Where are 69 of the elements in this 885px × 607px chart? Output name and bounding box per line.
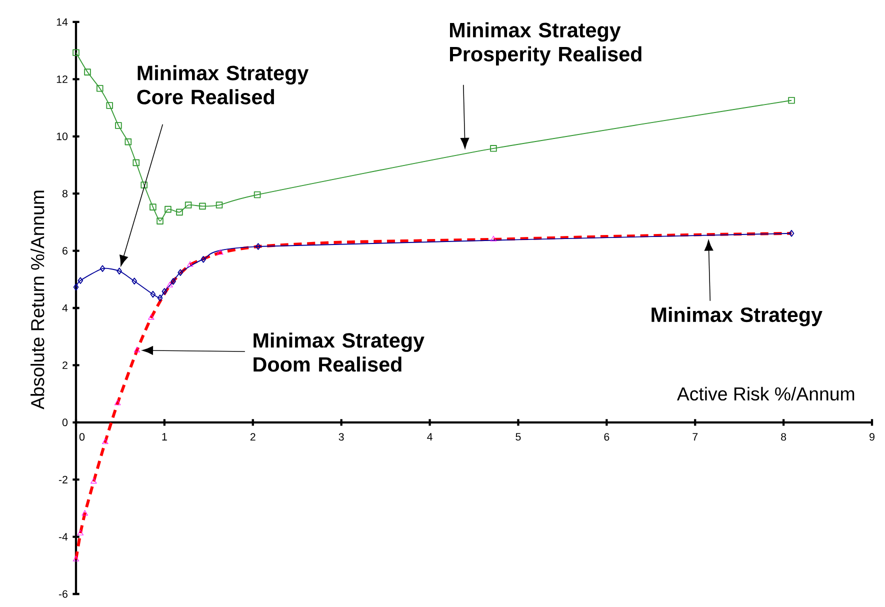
point: [176, 208, 183, 216]
point: [200, 256, 206, 263]
point: [132, 159, 140, 166]
x-tick-label: 3: [338, 433, 344, 441]
x-tick-label: 2: [250, 433, 256, 441]
x-tick-label: 7: [692, 433, 698, 440]
point: [100, 265, 106, 272]
x-tick-label: 5: [516, 433, 521, 441]
point: [166, 282, 173, 288]
point: [102, 438, 108, 444]
x-tick-label: 0: [79, 433, 85, 441]
annotation: Minimax Strategy Prosperity Realised: [450, 22, 642, 66]
point: [78, 277, 84, 284]
x-tick-label: 4: [427, 433, 432, 440]
y-tick-label: 10: [56, 132, 68, 140]
x-tick-label: 1: [162, 433, 167, 440]
point: [199, 202, 206, 210]
y-tick-label: 4: [62, 304, 68, 312]
point: [184, 202, 192, 208]
point: [134, 346, 140, 352]
point: [77, 530, 84, 536]
x-axis-title: Active Risk %/Annum: [676, 386, 854, 401]
point: [256, 243, 261, 250]
point: [156, 218, 164, 224]
point: [90, 478, 97, 484]
y-tick-label: 14: [56, 18, 68, 26]
point: [170, 278, 176, 285]
point: [115, 122, 122, 129]
y-tick-label: 2: [62, 361, 68, 369]
point: [140, 182, 148, 188]
y-tick-label: -4: [58, 533, 68, 540]
point: [150, 204, 156, 210]
annotation: Minimax Strategy: [652, 306, 822, 326]
point: [132, 278, 138, 285]
point: [490, 236, 497, 242]
y-tick-label: -6: [58, 590, 68, 598]
y-tick-label: 12: [56, 75, 68, 83]
y-tick-label: -2: [58, 476, 68, 484]
point: [116, 268, 122, 275]
point: [150, 290, 156, 298]
point: [178, 269, 184, 276]
y-tick-label: 8: [62, 190, 68, 198]
x-tick-label: 6: [604, 433, 610, 441]
y-tick-label: 6: [62, 247, 68, 255]
annotation: Minimax Strategy Doom Realised: [254, 332, 424, 372]
x-tick-label: 9: [870, 433, 874, 441]
point: [82, 510, 88, 516]
point: [788, 96, 795, 104]
point: [72, 49, 80, 56]
point: [96, 84, 104, 92]
y-axis-title: Absolute Return %/Annum: [30, 190, 44, 410]
y-tick-label: 0: [62, 418, 68, 426]
x-tick-label: 8: [781, 433, 786, 441]
point: [72, 556, 80, 562]
point: [216, 202, 223, 208]
point: [164, 206, 172, 213]
point: [157, 294, 163, 302]
point: [148, 314, 154, 320]
point: [124, 138, 132, 146]
point: [84, 68, 91, 76]
point: [187, 261, 194, 267]
point: [490, 145, 497, 152]
point: [254, 191, 261, 198]
point: [114, 400, 121, 406]
point: [73, 284, 79, 291]
annotation: Minimax Strategy Core Realised: [137, 65, 309, 104]
point: [162, 288, 168, 295]
point: [217, 249, 224, 255]
point: [106, 102, 114, 109]
